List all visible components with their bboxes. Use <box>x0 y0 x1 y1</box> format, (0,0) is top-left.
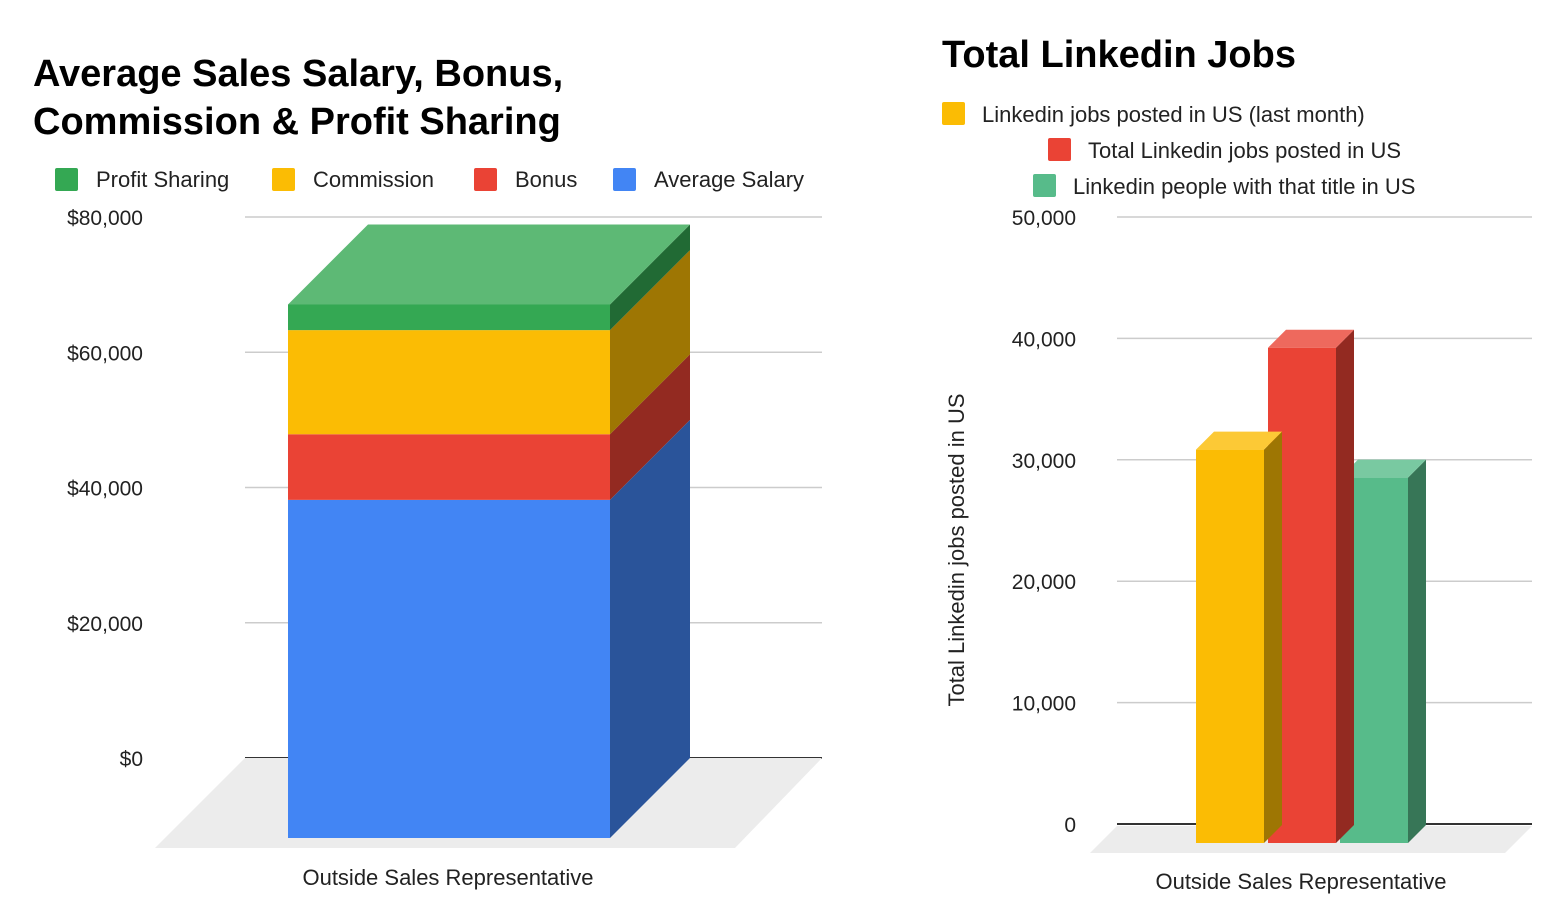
left-bar-profit-sharing-side <box>610 224 690 331</box>
left-y-tick-label: $40,000 <box>67 478 143 501</box>
left-bar-profit-sharing-front <box>288 304 610 331</box>
left-bar-average-salary-front <box>288 499 610 838</box>
right-legend-label: Total Linkedin jobs posted in US <box>1088 138 1401 163</box>
left-y-tick-label: $60,000 <box>67 342 143 365</box>
right-bar-series-1-side <box>1264 431 1282 843</box>
right-legend-swatch <box>1048 138 1071 161</box>
right-bar-series-2-front <box>1268 347 1336 843</box>
right-y-tick-label: 50,000 <box>1012 207 1076 230</box>
left-bar-profit-sharing-top <box>288 224 690 305</box>
left-y-tick-label: $0 <box>120 748 143 771</box>
left-x-category-label: Outside Sales Representative <box>302 865 593 890</box>
right-bar-series-1-front <box>1196 449 1264 843</box>
left-legend-label: Commission <box>313 167 434 192</box>
right-y-tick-label: 40,000 <box>1012 328 1076 351</box>
left-y-tick-label: $80,000 <box>67 207 143 230</box>
right-title: Total Linkedin Jobs <box>942 34 1296 76</box>
right-x-category-label: Outside Sales Representative <box>1155 869 1446 894</box>
left-bar-bonus-front <box>288 434 610 500</box>
right-y-tick-label: 0 <box>1064 814 1076 837</box>
left-legend-label: Average Salary <box>654 167 804 192</box>
left-bar-commission-side <box>610 250 690 435</box>
right-y-tick-label: 20,000 <box>1012 571 1076 594</box>
left-bar-bonus-side <box>610 354 690 500</box>
left-bar-commission-front <box>288 330 610 435</box>
right-bar-series-3-side <box>1408 459 1426 843</box>
right-legend-swatch <box>1033 174 1056 197</box>
left-legend-swatch <box>272 168 295 191</box>
left-title-line-1: Average Sales Salary, Bonus, <box>33 53 563 95</box>
left-legend-swatch <box>474 168 497 191</box>
right-legend-label: Linkedin jobs posted in US (last month) <box>982 102 1365 127</box>
left-legend-label: Profit Sharing <box>96 167 229 192</box>
left-legend-swatch <box>55 168 78 191</box>
right-bar-series-2-top <box>1268 329 1354 348</box>
left-bar-average-salary-side <box>610 419 690 838</box>
right-y-tick-label: 30,000 <box>1012 450 1076 473</box>
left-legend-swatch <box>613 168 636 191</box>
right-bar-series-3-top <box>1340 459 1426 478</box>
right-y-tick-label: 10,000 <box>1012 693 1076 716</box>
right-bar-series-3-front <box>1340 477 1408 843</box>
left-legend-label: Bonus <box>515 167 577 192</box>
left-y-tick-label: $20,000 <box>67 613 143 636</box>
right-legend-swatch <box>942 102 965 125</box>
left-title-line-2: Commission & Profit Sharing <box>33 101 561 143</box>
right-legend-label: Linkedin people with that title in US <box>1073 174 1415 199</box>
right-bar-series-1-top <box>1196 431 1282 450</box>
right-bar-series-2-side <box>1336 329 1354 843</box>
right-y-axis-title: Total Linkedin jobs posted in US <box>944 393 969 706</box>
